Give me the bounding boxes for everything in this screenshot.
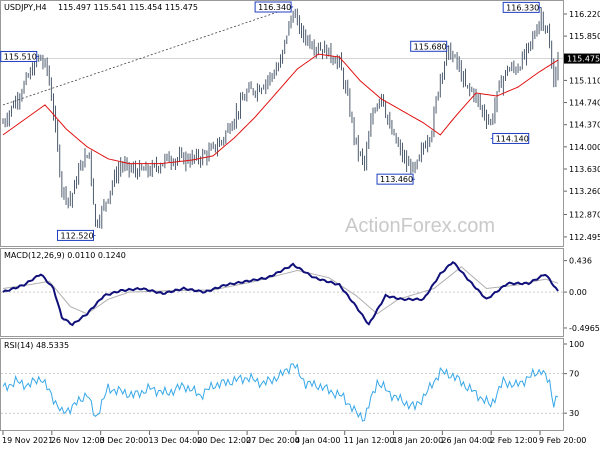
time-tick-label: 11 Jan 12:00 [344, 436, 395, 445]
macd-signal-line [3, 267, 558, 314]
price-tick-label: 115.850 [569, 32, 600, 41]
symbol-label: USDJPY,H4 [4, 3, 47, 12]
annotation-label: 116.340 [258, 3, 291, 12]
last-price-label: 115.475 [567, 55, 600, 64]
price-tick-label: 113.260 [569, 187, 600, 196]
time-tick-label: 18 Jan 20:00 [393, 436, 444, 445]
rsi-line [3, 364, 558, 421]
trendline [3, 7, 293, 105]
time-tick-label: 4 Jan 04:00 [295, 436, 341, 445]
annotation-label: 114.140 [496, 134, 529, 143]
macd-tick-label: -0.4965 [569, 324, 600, 333]
price-tick-label: 115.110 [569, 76, 600, 85]
rsi-panel-frame [1, 339, 564, 431]
annotation-label: 113.460 [380, 175, 413, 184]
time-tick-label: 19 Nov 2021 [2, 436, 53, 445]
time-tick-label: 2 Feb 12:00 [490, 436, 537, 445]
main-price-axis: 116.220115.850115.480115.110114.740114.3… [564, 10, 600, 242]
ohlc-label: 115.497 115.541 115.454 115.475 [58, 3, 198, 12]
moving-average [3, 54, 558, 164]
price-tick-label: 114.000 [569, 143, 600, 152]
price-tick-label: 114.370 [569, 121, 600, 130]
time-tick-label: 3 Dec 20:00 [100, 436, 149, 445]
macd-indicator: 0.436 0.00 -0.4965 [1, 257, 600, 333]
rsi-tick-label: 30 [569, 409, 579, 418]
annotation-label: 112.520 [61, 231, 94, 240]
macd-panel-frame [1, 249, 564, 337]
rsi-tick-label: 70 [569, 370, 579, 379]
rsi-label: RSI(14) 48.5335 [4, 341, 69, 350]
rsi-indicator: 100 70 30 [1, 340, 584, 421]
price-annotations: 116.340 115.510 115.680 116.330 112.520 113.4… [1, 2, 541, 240]
macd-label: MACD(12,26,9) 0.0110 0.1240 [4, 251, 126, 260]
time-tick-label: 9 Feb 20:00 [539, 436, 586, 445]
last-price-marker: 115.475 [564, 54, 600, 64]
time-tick-label: 26 Nov 12:00 [51, 436, 105, 445]
macd-tick-label: 0.00 [569, 288, 587, 297]
annotation-label: 116.330 [506, 3, 539, 12]
annotation-label: 115.680 [414, 42, 447, 51]
annotation-label: 115.510 [4, 52, 37, 61]
price-tick-label: 112.870 [569, 210, 600, 219]
watermark: ActionForex.com [345, 215, 495, 237]
time-tick-label: 27 Dec 20:00 [246, 436, 300, 445]
time-tick-label: 13 Dec 04:00 [148, 436, 202, 445]
trendline-line [3, 7, 293, 105]
candlesticks [3, 7, 558, 228]
price-tick-label: 116.220 [569, 10, 600, 19]
macd-line [3, 262, 558, 325]
price-tick-label: 112.495 [569, 233, 600, 242]
rsi-tick-label: 100 [569, 340, 584, 349]
macd-tick-label: 0.436 [569, 257, 592, 266]
price-tick-label: 113.630 [569, 165, 600, 174]
moving-average-line [3, 54, 558, 164]
price-tick-label: 114.740 [569, 99, 600, 108]
time-tick-label: 20 Dec 12:00 [197, 436, 251, 445]
time-tick-label: 26 Jan 04:00 [441, 436, 492, 445]
main-panel-frame [1, 1, 564, 247]
